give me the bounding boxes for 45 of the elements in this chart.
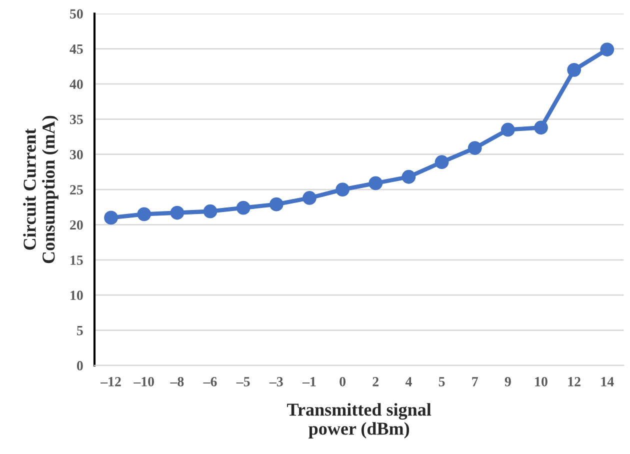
y-tick-label: 20 xyxy=(70,220,83,230)
point xyxy=(236,200,250,215)
y-tick-label: 35 xyxy=(70,114,83,124)
y-tick-label: 40 xyxy=(70,80,83,89)
x-tick-label: 7 xyxy=(472,377,478,386)
x-tick-label: –6 xyxy=(203,377,217,386)
point xyxy=(269,197,284,212)
y-tick-label: 15 xyxy=(70,256,83,265)
x-tick-label: –1 xyxy=(302,377,316,386)
y-tick-label: 25 xyxy=(70,185,83,194)
x-tick-label: 4 xyxy=(405,377,412,386)
y-axis-title: Circuit Current Consumption (mA) xyxy=(23,116,58,264)
x-tick-label: –12 xyxy=(100,377,121,386)
point xyxy=(368,176,383,190)
y-tick-label: 30 xyxy=(70,150,83,160)
point xyxy=(600,42,614,56)
x-tick-label: 5 xyxy=(438,377,445,386)
y-tick-label: 45 xyxy=(70,44,83,54)
point xyxy=(302,191,316,205)
x-tick-label: 2 xyxy=(372,377,379,386)
point xyxy=(402,170,416,184)
x-axis-title: Transmitted signal power (dBm) xyxy=(287,403,432,438)
x-tick-label: –8 xyxy=(170,376,184,386)
x-tick-label: 14 xyxy=(601,377,614,386)
y-tick-label: 5 xyxy=(77,326,83,336)
x-tick-label: 12 xyxy=(568,377,580,386)
y-tick-label: 0 xyxy=(76,361,83,370)
y-tick-label: 10 xyxy=(70,290,83,300)
point xyxy=(170,206,184,220)
point xyxy=(468,141,482,155)
point xyxy=(534,120,548,135)
x-tick-label: –3 xyxy=(269,377,283,386)
x-tick-label: 9 xyxy=(504,377,511,386)
point xyxy=(104,210,118,225)
point xyxy=(336,182,350,196)
x-tick-label: 0 xyxy=(340,376,346,386)
point xyxy=(137,207,152,222)
x-tick-label: –5 xyxy=(236,377,250,386)
point xyxy=(500,122,515,137)
y-tick-label: 50 xyxy=(70,9,83,19)
x-tick-label: 10 xyxy=(535,376,548,386)
point xyxy=(434,155,449,170)
point xyxy=(567,62,582,77)
point xyxy=(203,204,218,218)
x-tick-label: –10 xyxy=(134,376,154,386)
